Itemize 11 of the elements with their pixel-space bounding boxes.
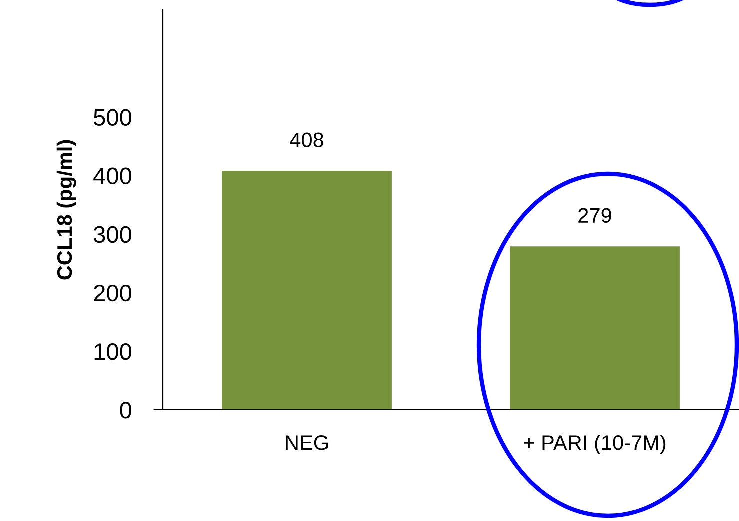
y-axis-title: CCL18 (pg/ml) xyxy=(56,140,76,280)
y-tick-label: 200 xyxy=(94,284,132,302)
y-tick-label: 500 xyxy=(94,109,132,126)
x-tick-label: + PARI (10-7M) xyxy=(524,435,666,454)
y-tick-label: 400 xyxy=(94,168,132,185)
x-tick-label: NEG xyxy=(286,436,328,450)
data-label: 279 xyxy=(578,208,612,224)
y-tick-label: 0 xyxy=(120,402,132,419)
data-label: 408 xyxy=(290,132,324,148)
y-tick-label: 300 xyxy=(94,226,132,244)
y-tick-label: 100 xyxy=(94,344,132,360)
